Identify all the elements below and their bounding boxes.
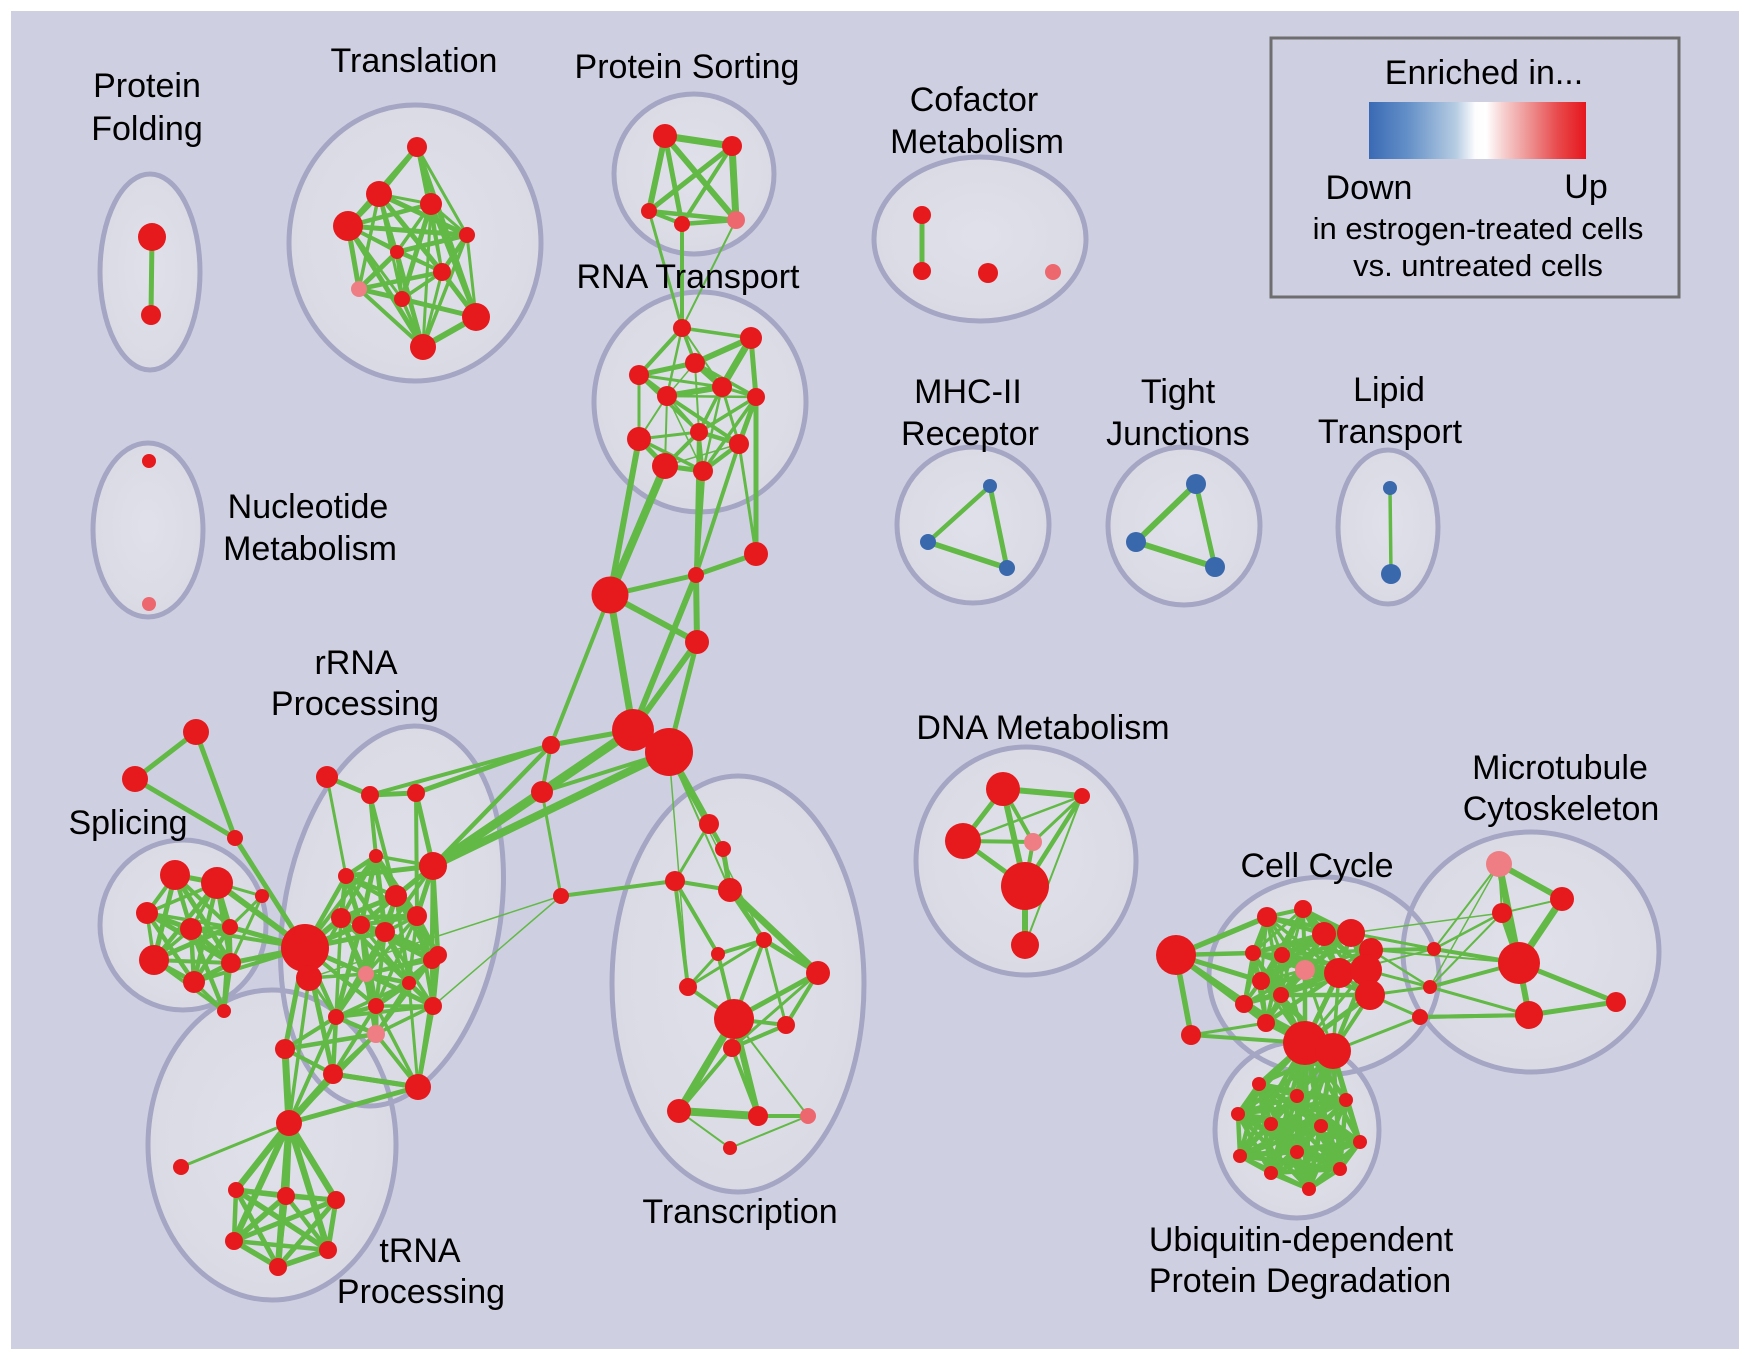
svg-text:Processing: Processing bbox=[271, 685, 439, 723]
svg-text:Up: Up bbox=[1564, 168, 1607, 206]
svg-text:Down: Down bbox=[1326, 169, 1413, 207]
svg-text:Receptor: Receptor bbox=[901, 415, 1039, 453]
svg-text:Transport: Transport bbox=[1318, 413, 1463, 451]
svg-text:vs. untreated cells: vs. untreated cells bbox=[1353, 248, 1603, 283]
svg-text:Processing: Processing bbox=[337, 1273, 505, 1311]
svg-text:rRNA: rRNA bbox=[314, 644, 397, 682]
svg-text:Splicing: Splicing bbox=[68, 804, 187, 842]
svg-text:Tight: Tight bbox=[1141, 373, 1216, 411]
svg-text:Protein: Protein bbox=[93, 67, 201, 105]
svg-text:DNA Metabolism: DNA Metabolism bbox=[916, 709, 1169, 747]
svg-text:Microtubule: Microtubule bbox=[1472, 749, 1648, 787]
svg-text:RNA Transport: RNA Transport bbox=[577, 258, 801, 296]
svg-text:Lipid: Lipid bbox=[1353, 371, 1425, 409]
svg-text:Cofactor: Cofactor bbox=[910, 81, 1039, 119]
svg-text:Folding: Folding bbox=[91, 110, 203, 148]
svg-text:tRNA: tRNA bbox=[379, 1232, 461, 1270]
svg-text:Ubiquitin-dependent: Ubiquitin-dependent bbox=[1149, 1221, 1454, 1259]
svg-text:Transcription: Transcription bbox=[642, 1193, 837, 1231]
svg-text:Cytoskeleton: Cytoskeleton bbox=[1463, 790, 1660, 828]
svg-text:Metabolism: Metabolism bbox=[890, 123, 1064, 161]
svg-text:MHC-II: MHC-II bbox=[914, 373, 1022, 411]
svg-text:in estrogen-treated cells: in estrogen-treated cells bbox=[1313, 211, 1644, 246]
svg-text:Nucleotide: Nucleotide bbox=[228, 488, 389, 526]
svg-text:Protein Sorting: Protein Sorting bbox=[575, 48, 800, 86]
svg-text:Metabolism: Metabolism bbox=[223, 530, 397, 568]
svg-text:Junctions: Junctions bbox=[1106, 415, 1250, 453]
svg-text:Translation: Translation bbox=[331, 42, 498, 80]
svg-text:Cell Cycle: Cell Cycle bbox=[1240, 847, 1393, 885]
svg-text:Protein Degradation: Protein Degradation bbox=[1149, 1262, 1451, 1300]
svg-text:Enriched in...: Enriched in... bbox=[1385, 54, 1583, 92]
